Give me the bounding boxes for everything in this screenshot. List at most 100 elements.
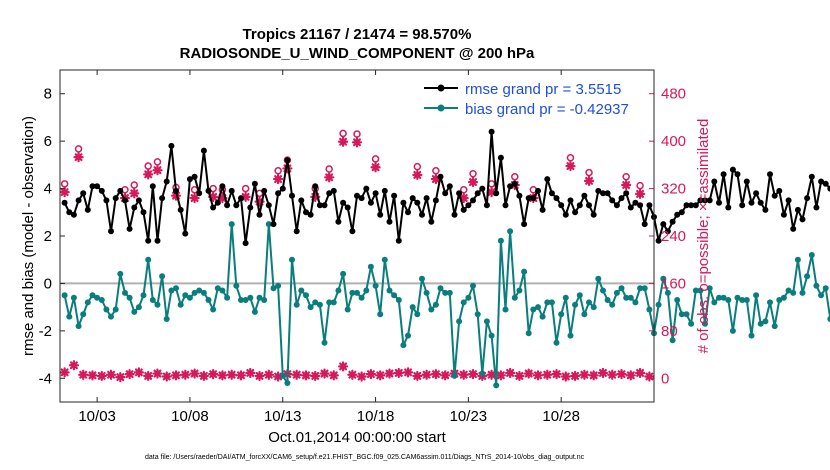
rmse-point (804, 195, 811, 202)
bias-point (669, 337, 676, 344)
bias-point (265, 221, 272, 228)
rmse-point (256, 211, 263, 218)
bias-point (753, 292, 760, 299)
rmse-point (242, 240, 249, 247)
rmse-point (135, 197, 142, 204)
chart-title-line2: RADIOSONDE_U_WIND_COMPONENT @ 200 hPa (180, 45, 535, 62)
rmse-point (80, 190, 87, 197)
assimilated-obs-marker (644, 371, 655, 382)
y-left-tick-label: 4 (44, 181, 52, 198)
legend-rmse-marker (437, 84, 445, 92)
bias-point (474, 311, 481, 318)
rmse-point (200, 147, 207, 154)
bias-point (293, 301, 300, 308)
rmse-point (664, 228, 671, 235)
assimilated-obs-marker (514, 370, 525, 382)
bias-point (609, 301, 616, 308)
rmse-point (762, 206, 769, 213)
assimilated-obs-marker (133, 367, 144, 378)
bias-point (548, 299, 555, 306)
bias-point (479, 370, 486, 377)
bias-point (94, 294, 101, 301)
possible-obs-marker (636, 181, 644, 190)
bias-point (804, 273, 811, 280)
bias-point (228, 221, 235, 228)
bias-point (776, 297, 783, 303)
rmse-point (683, 202, 690, 209)
bias-point (757, 320, 764, 327)
rmse-point (483, 202, 490, 209)
x-tick-label: 10/08 (171, 408, 209, 425)
x-axis-label: Oct.01,2014 00:00:00 start (268, 429, 446, 446)
bias-point (414, 311, 421, 318)
bias-point (279, 372, 286, 379)
possible-obs-marker (74, 145, 83, 153)
assimilated-obs-marker (597, 367, 609, 379)
rmse-point (154, 237, 161, 244)
rmse-point (669, 218, 676, 225)
assimilated-obs-marker (616, 369, 627, 380)
bias-point (224, 294, 231, 301)
rmse-point (604, 190, 611, 197)
bias-point (507, 228, 514, 235)
bias-point (692, 287, 699, 294)
rmse-point (386, 218, 393, 225)
assimilated-obs-marker (59, 367, 70, 378)
rmse-point (660, 221, 667, 228)
bias-point (808, 252, 815, 258)
assimilated-obs-marker (208, 369, 219, 380)
rmse-point (516, 192, 523, 199)
rmse-point (511, 180, 518, 187)
bias-point (590, 304, 597, 311)
bias-point (367, 263, 374, 270)
legend-rmse-label: rmse grand pr = 3.5515 (465, 81, 621, 98)
bias-point (349, 289, 356, 296)
bias-point (405, 332, 411, 339)
bias-point (511, 294, 518, 301)
assimilated-obs-marker (300, 370, 312, 381)
bias-point (247, 294, 254, 301)
rmse-point (163, 178, 170, 185)
bias-point (521, 268, 528, 275)
assimilated-obs-marker (532, 370, 544, 381)
rmse-point (321, 202, 328, 209)
assimilated-obs-marker (486, 369, 497, 380)
bias-point (275, 282, 282, 289)
rmse-point (205, 187, 212, 194)
rmse-point (479, 185, 486, 192)
rmse-point (409, 195, 416, 202)
plot-frame (59, 69, 655, 403)
bias-point (688, 320, 695, 327)
rmse-point (771, 192, 778, 199)
rmse-point (818, 178, 825, 185)
possible-obs-marker (130, 181, 138, 189)
assimilated-obs-marker (440, 370, 451, 381)
rmse-point (191, 173, 198, 180)
possible-obs-marker (371, 155, 380, 163)
bias-point (312, 299, 319, 306)
bias-point (270, 285, 277, 292)
rmse-point (637, 202, 644, 209)
assimilated-obs-marker (152, 165, 163, 176)
rmse-point (488, 128, 495, 135)
rmse-point (400, 199, 407, 206)
rmse-point (776, 187, 783, 194)
rmse-point (140, 209, 147, 216)
assimilated-obs-marker (402, 367, 414, 378)
rmse-point (521, 221, 528, 228)
bias-point (80, 311, 87, 318)
assimilated-obs-marker (412, 370, 423, 382)
bias-point (163, 316, 170, 322)
assimilated-obs-marker (607, 369, 618, 380)
assimilated-obs-marker (96, 370, 107, 382)
legend: rmse grand pr = 3.5515 bias grand pr = -… (424, 81, 629, 118)
rmse-point (720, 171, 727, 178)
rmse-point (312, 183, 319, 190)
assimilated-obs-marker (621, 179, 632, 191)
assimilated-obs-marker (189, 368, 200, 379)
rmse-point (117, 187, 124, 194)
bias-point (122, 289, 128, 296)
bias-point (391, 292, 398, 299)
assimilated-obs-marker (551, 369, 562, 380)
rmse-point (275, 190, 282, 197)
